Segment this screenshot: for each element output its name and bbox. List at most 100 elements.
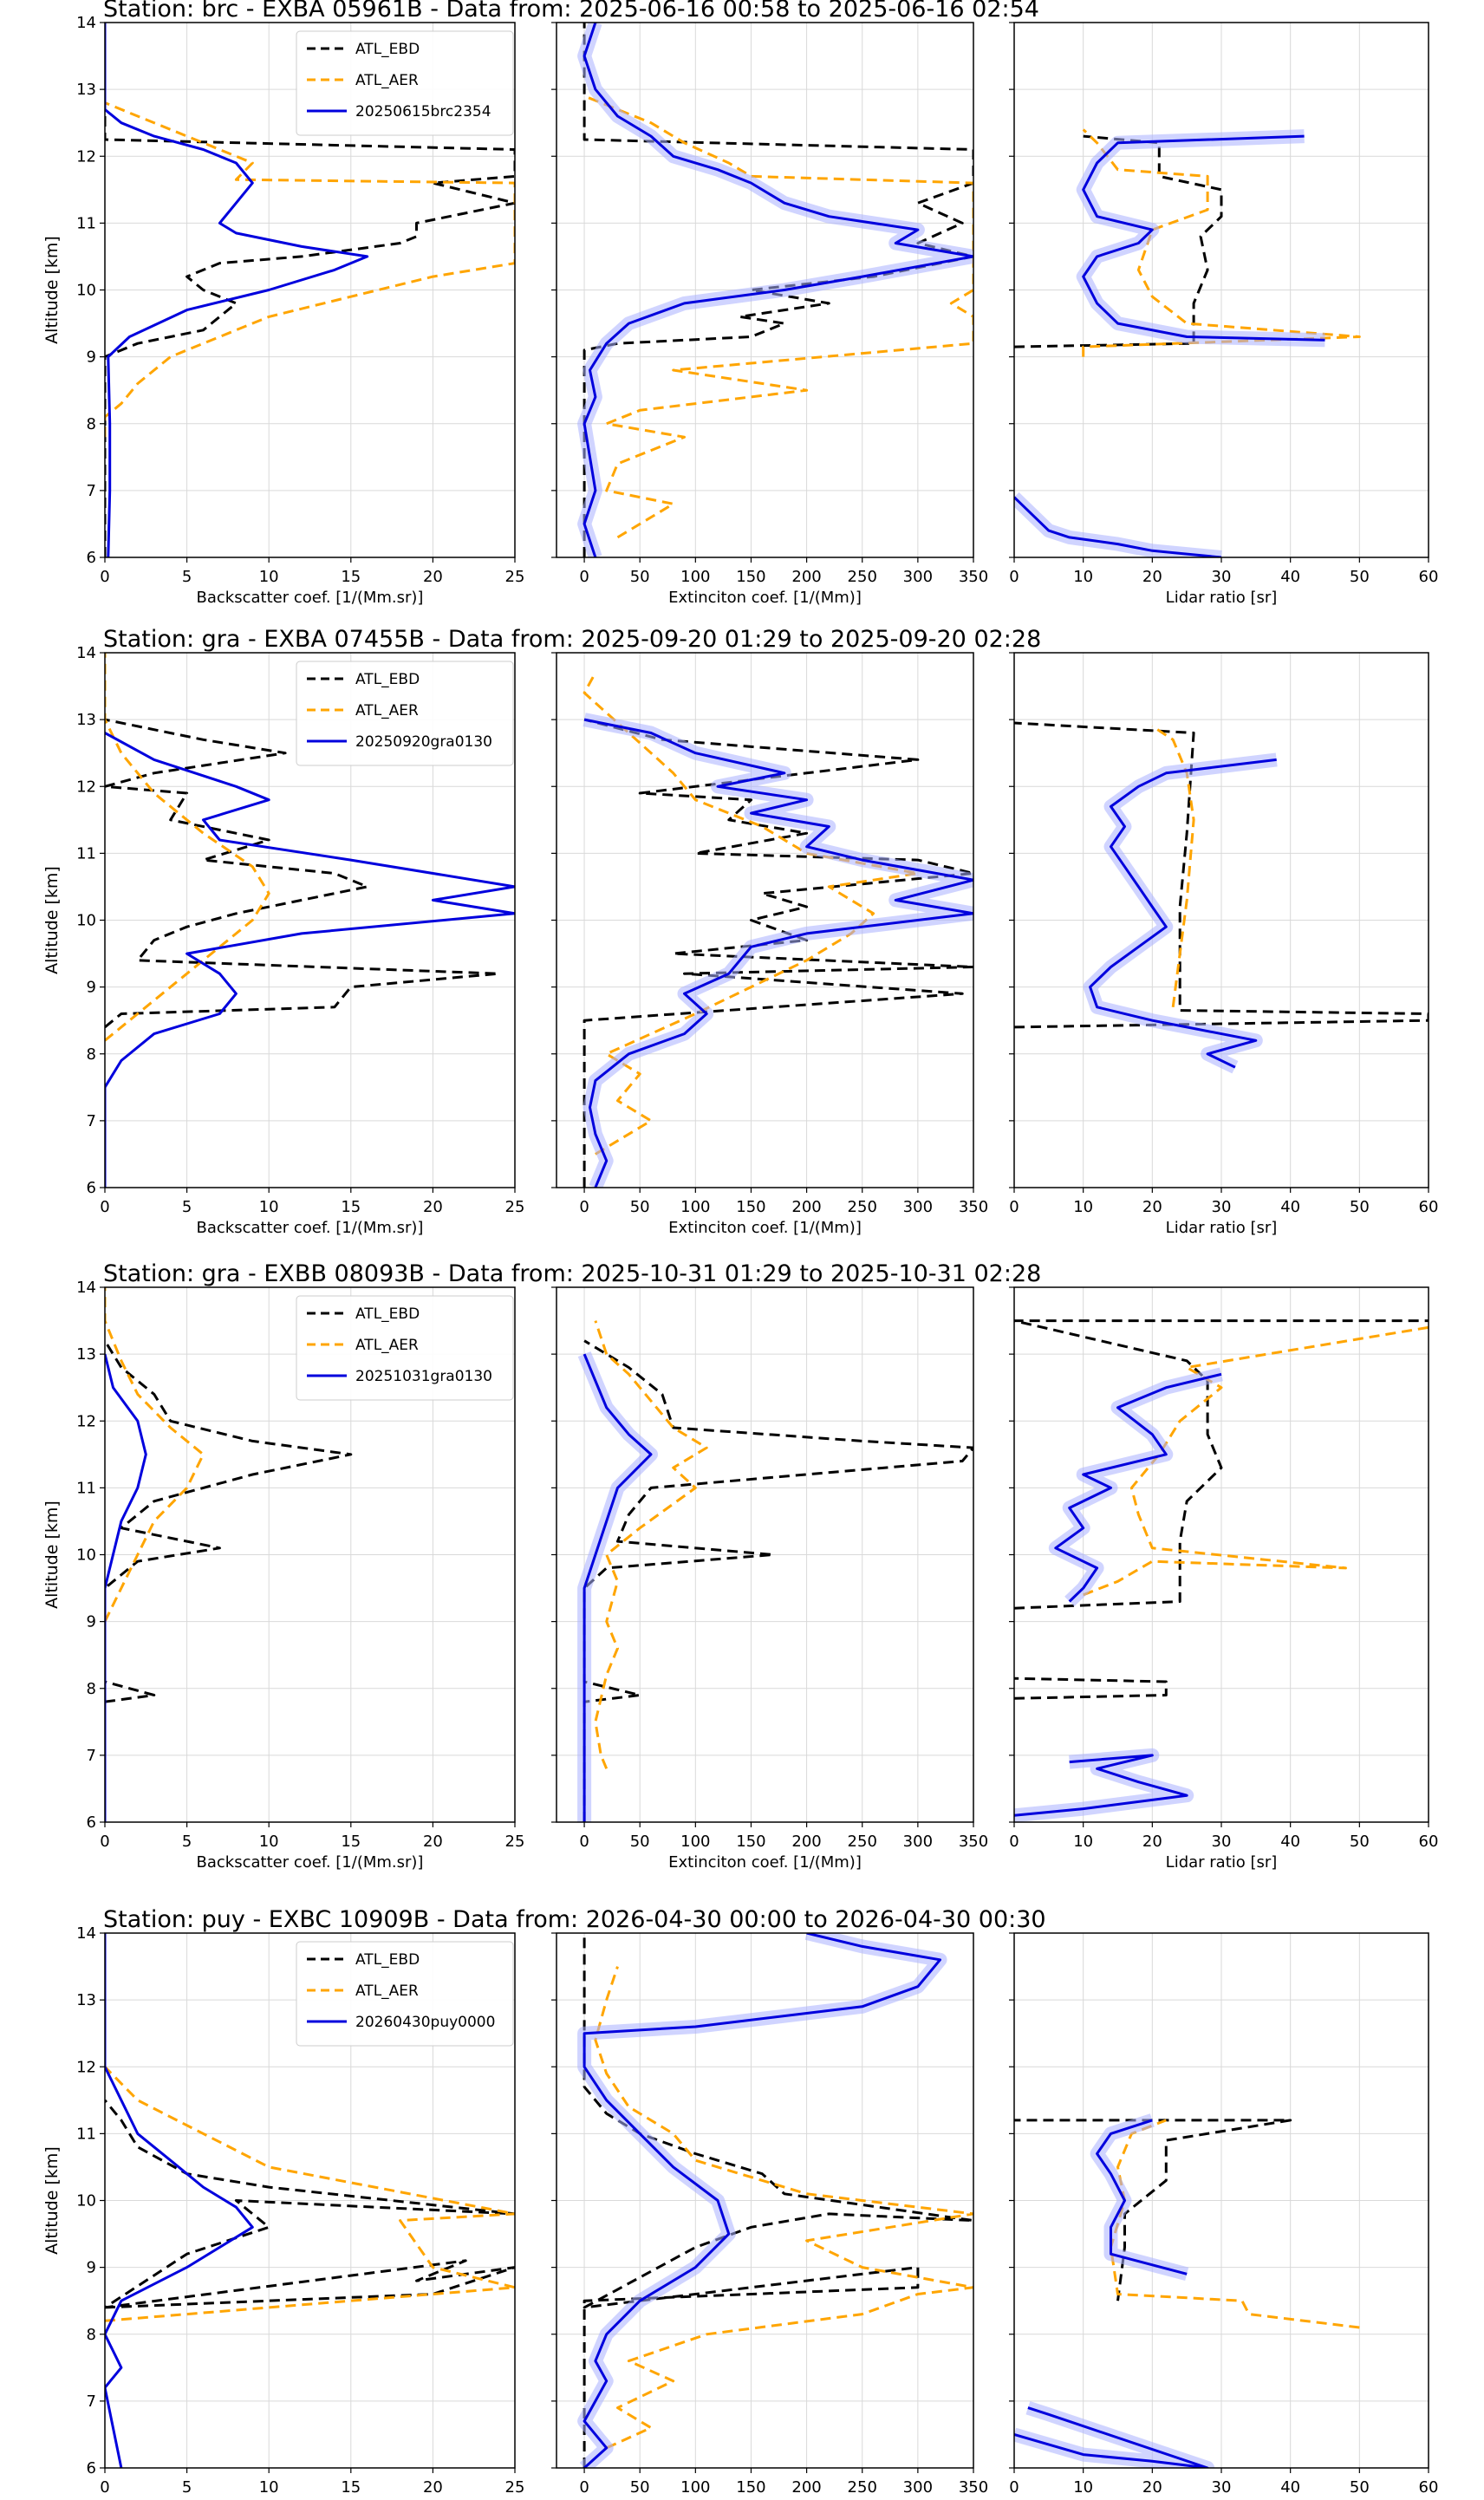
panel-1: 0 5 10 15 20 25 Backscatter coef. [1/(Mm.sr)] 6…	[76, 1279, 524, 1872]
x-axis-label: Extinciton coef. [1/(Mm)]	[668, 589, 862, 607]
y-tick-label: 6	[87, 1179, 96, 1197]
y-tick-label: 9	[87, 2259, 96, 2277]
x-tick-label: 50	[1350, 568, 1370, 586]
series-line-profile	[1089, 758, 1277, 1069]
legend-box	[296, 30, 514, 136]
series-line-aer	[1151, 725, 1195, 1007]
y-tick-label: 13	[76, 1345, 96, 1364]
legend: ATL_EBD ATL_AER 20260430puy0000	[296, 1941, 514, 2047]
x-tick-label: 20	[423, 568, 443, 586]
x-tick-label: 0	[100, 568, 109, 586]
chart-row-2: Station: gra - EXBA 07455B - Data from: …	[42, 626, 1438, 1237]
x-tick-label: 0	[100, 1198, 109, 1216]
x-tick-label: 10	[1073, 2478, 1093, 2497]
y-tick-label: 10	[76, 282, 96, 300]
series-line-profile	[583, 1353, 653, 1822]
series-line-profile	[105, 1353, 147, 1822]
x-tick-label: 100	[680, 1198, 710, 1216]
series-group	[1014, 1319, 1429, 1822]
y-tick-label: 7	[87, 2393, 96, 2411]
y-tick-label: 8	[87, 1680, 96, 1698]
x-axis-label: Lidar ratio [sr]	[1166, 1853, 1278, 1872]
x-tick-label: 50	[630, 1198, 650, 1216]
y-axis-label: Altitude [km]	[42, 1501, 62, 1609]
y-tick-label: 14	[76, 1279, 96, 1297]
x-tick-label: 30	[1212, 2478, 1232, 2497]
series-line-profile	[583, 23, 973, 557]
legend-label: 20250615brc2354	[355, 103, 491, 120]
chart-row-1: Station: brc - EXBA 05961B - Data from: …	[42, 0, 1438, 607]
y-tick-label: 11	[76, 214, 96, 232]
legend-label: 20251031gra0130	[355, 1368, 492, 1385]
x-tick-label: 40	[1280, 1833, 1300, 1851]
x-tick-label: 25	[505, 568, 525, 586]
x-tick-label: 0	[1009, 1198, 1019, 1216]
panel-1: 0 5 10 15 20 25 Backscatter coef. [1/(Mm.sr)] 6…	[76, 14, 524, 607]
x-axis-label: Extinciton coef. [1/(Mm)]	[668, 1219, 862, 1237]
y-tick-label: 11	[76, 1479, 96, 1497]
series-line-profile	[105, 732, 515, 1188]
x-tick-label: 100	[680, 568, 710, 586]
series-group	[1014, 721, 1429, 1074]
legend-box	[296, 661, 514, 766]
x-tick-label: 0	[100, 2478, 109, 2497]
legend-label: 20260430puy0000	[355, 2014, 495, 2031]
y-axis-label: Altitude [km]	[42, 236, 62, 344]
x-tick-label: 10	[259, 568, 279, 586]
x-tick-label: 100	[680, 1833, 710, 1851]
legend-label: 20250920gra0130	[355, 733, 492, 751]
y-tick-label: 7	[87, 1112, 96, 1130]
x-axis-label: Backscatter coef. [1/(Mm.sr)]	[197, 1219, 424, 1237]
x-tick-label: 15	[341, 1198, 361, 1216]
x-tick-label: 10	[1073, 1833, 1093, 1851]
series-group	[1014, 128, 1361, 557]
y-tick-label: 8	[87, 1045, 96, 1064]
x-tick-label: 30	[1212, 1198, 1232, 1216]
x-tick-label: 40	[1280, 1198, 1300, 1216]
x-tick-label: 300	[903, 1198, 933, 1216]
legend-label: ATL_AER	[355, 702, 419, 719]
y-tick-label: 6	[87, 1813, 96, 1832]
y-tick-label: 6	[87, 2459, 96, 2477]
x-tick-label: 20	[423, 1198, 443, 1216]
series-line-aer	[105, 653, 270, 1042]
x-tick-label: 60	[1419, 1833, 1439, 1851]
y-tick-label: 13	[76, 1991, 96, 2009]
series-line-aer	[594, 1966, 973, 2450]
series-line-ebd	[105, 1339, 353, 1703]
chart-title: Station: brc - EXBA 05961B - Data from: …	[103, 0, 1039, 23]
series-line-profile	[1014, 1754, 1188, 1817]
series-line-ebd	[105, 23, 515, 557]
y-tick-label: 10	[76, 912, 96, 930]
x-tick-label: 50	[630, 1833, 650, 1851]
series-line-profile	[105, 23, 369, 557]
y-tick-label: 14	[76, 644, 96, 662]
series-group	[577, 1320, 973, 1822]
panel-3: 0 10 20 30 40 50 60 Lidar ratio [sr]	[1009, 652, 1438, 1237]
x-tick-label: 30	[1212, 568, 1232, 586]
uncertainty-band	[1083, 752, 1278, 1074]
panel-3: 0 10 20 30 40 50 60 Lidar ratio [sr]	[1009, 22, 1438, 607]
x-tick-label: 0	[100, 1833, 109, 1851]
x-tick-label: 0	[579, 2478, 589, 2497]
series-group	[105, 23, 515, 557]
chart-title: Station: gra - EXBB 08093B - Data from: …	[103, 1260, 1041, 1287]
x-tick-label: 100	[680, 2478, 710, 2497]
series-group	[577, 23, 973, 557]
x-tick-label: 25	[505, 1198, 525, 1216]
x-axis-label: Lidar ratio [sr]	[1166, 1219, 1278, 1237]
series-line-ebd	[105, 718, 500, 1029]
x-tick-label: 15	[341, 568, 361, 586]
x-tick-label: 25	[505, 2478, 525, 2497]
series-group	[105, 1933, 515, 2468]
y-tick-label: 11	[76, 844, 96, 863]
series-line-ebd	[1014, 1319, 1429, 1610]
series-group	[105, 1287, 353, 1822]
x-tick-label: 200	[791, 568, 821, 586]
x-tick-label: 350	[959, 1198, 988, 1216]
x-tick-label: 20	[1142, 568, 1162, 586]
x-tick-label: 300	[903, 2478, 933, 2497]
